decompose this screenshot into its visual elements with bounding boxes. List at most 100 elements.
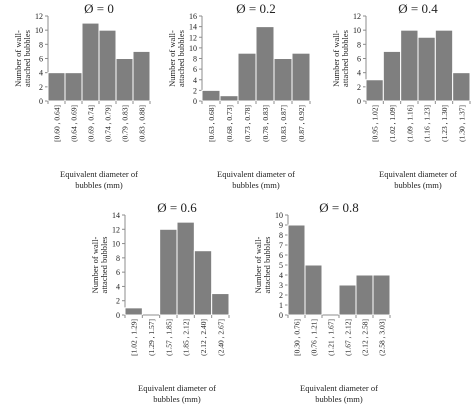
bar: [132, 50, 151, 102]
bar: [372, 274, 391, 316]
x-category-label: (2.12 , 2.40]: [199, 319, 208, 356]
y-tick-label: 12: [353, 12, 361, 21]
x-category-label: (1.30 , 1.37]: [457, 105, 466, 142]
y-tick-label: 2: [116, 297, 120, 306]
x-category-label: (1.57 , 1.85]: [164, 319, 173, 356]
x-category-label: (1.85 , 2.12]: [182, 319, 191, 356]
bar: [98, 29, 117, 102]
bar: [287, 224, 306, 316]
bar: [382, 50, 402, 102]
x-axis-label: bubbles (mm): [315, 394, 363, 404]
bar: [273, 58, 293, 102]
y-tick-label: 5: [279, 261, 283, 270]
y-tick-label: 10: [275, 211, 283, 220]
x-axis-label: bubbles (mm): [75, 180, 123, 190]
bar: [434, 29, 454, 102]
x-category-label: (0.76 , 1.21]: [310, 319, 319, 356]
y-tick-label: 10: [353, 26, 361, 35]
bar: [64, 72, 83, 102]
y-tick-label: 3: [279, 281, 283, 290]
x-category-label: (0.83 , 0.88]: [138, 105, 147, 142]
bar: [47, 72, 66, 102]
y-axis-label: Number of wall-: [331, 30, 341, 87]
y-tick-label: 4: [193, 76, 197, 85]
chart-title: Ø = 0.6: [157, 200, 197, 215]
y-axis-label: attached bubbles: [176, 30, 186, 87]
y-tick-label: 1: [279, 301, 283, 310]
x-category-label: [0.95 , 1.02]: [371, 105, 380, 142]
bar: [355, 274, 374, 316]
x-category-label: (0.87 , 0.92]: [297, 105, 306, 142]
y-tick-label: 4: [357, 69, 361, 78]
y-tick-label: 14: [112, 211, 120, 220]
bar: [176, 221, 195, 316]
bar: [81, 22, 100, 102]
x-category-label: (1.21 , 1.67]: [327, 319, 336, 356]
y-tick-label: 8: [279, 231, 283, 240]
y-tick-label: 0: [116, 311, 120, 320]
x-category-label: [0.60 , 0.64]: [53, 105, 62, 142]
bar: [255, 26, 275, 102]
x-category-label: (0.64 , 0.69]: [70, 105, 79, 142]
chart-title: Ø = 0: [84, 1, 114, 16]
x-category-label: (1.29 , 1.57]: [147, 319, 156, 356]
x-axis-label: Equivalent diameter of: [217, 169, 295, 179]
x-axis-label: bubbles (mm): [153, 394, 201, 404]
x-category-label: (0.68 , 0.73]: [225, 105, 234, 142]
chart-panel-2: Ø = 0.4 0 2 4 6 8 10 12 Number of wall-attached …: [331, 1, 471, 190]
x-category-label: (2.12 , 2.58]: [361, 319, 370, 356]
y-tick-label: 10: [189, 44, 197, 53]
chart-panel-3: Ø = 0.6 0 2 4 6 8 10 12 14 Number of wall-attache…: [90, 200, 230, 404]
bar: [291, 52, 311, 102]
y-tick-label: 6: [357, 55, 361, 64]
x-category-label: (1.16 , 1.23]: [423, 105, 432, 142]
x-axis-label: bubbles (mm): [232, 180, 280, 190]
y-tick-label: 10: [35, 26, 43, 35]
x-category-label: (0.78 , 0.83]: [261, 105, 270, 142]
x-category-label: (0.79 , 0.83]: [121, 105, 130, 142]
bar: [400, 29, 419, 102]
x-category-label: (2.40 , 2.67]: [216, 319, 225, 356]
y-tick-label: 4: [116, 282, 120, 291]
y-tick-label: 12: [189, 33, 197, 42]
y-tick-label: 10: [112, 240, 120, 249]
x-axis-label: Equivalent diameter of: [60, 169, 138, 179]
x-axis-label: bubbles (mm): [394, 180, 442, 190]
x-axis-label: Equivalent diameter of: [300, 383, 378, 393]
y-tick-label: 16: [189, 12, 197, 21]
x-category-label: (1.02 , 1.09]: [388, 105, 397, 142]
y-tick-label: 12: [35, 12, 43, 21]
y-tick-label: 6: [39, 55, 43, 64]
bar: [338, 284, 357, 316]
y-tick-label: 6: [279, 251, 283, 260]
y-tick-label: 2: [193, 86, 197, 95]
bar: [193, 250, 213, 316]
y-tick-label: 8: [193, 55, 197, 64]
bar: [365, 79, 384, 102]
y-tick-label: 0: [357, 97, 361, 106]
y-tick-label: 8: [357, 40, 361, 49]
bar: [124, 307, 143, 316]
y-tick-label: 12: [112, 225, 120, 234]
y-tick-label: 4: [39, 69, 43, 78]
y-tick-label: 6: [116, 268, 120, 277]
x-category-label: (2.58 , 3.03]: [378, 319, 387, 356]
bar: [159, 228, 178, 316]
y-axis-label: Number of wall-: [13, 30, 23, 87]
y-tick-label: 8: [39, 40, 43, 49]
bar: [417, 36, 436, 102]
y-tick-label: 8: [116, 254, 120, 263]
y-axis-label: Number of wall-: [90, 237, 100, 294]
x-category-label: (1.67 , 2.12]: [344, 319, 353, 356]
x-category-label: [0.30 , 0.76]: [293, 319, 302, 356]
y-axis-label: attached bubbles: [340, 30, 350, 87]
x-category-label: [1.02 , 1.29]: [130, 319, 139, 356]
y-axis-label: attached bubbles: [22, 30, 32, 87]
bar: [211, 293, 230, 316]
bar: [201, 89, 221, 102]
y-tick-label: 2: [279, 291, 283, 300]
y-axis-label: attached bubbles: [99, 237, 109, 294]
x-category-label: (0.69 , 0.74]: [87, 105, 96, 142]
